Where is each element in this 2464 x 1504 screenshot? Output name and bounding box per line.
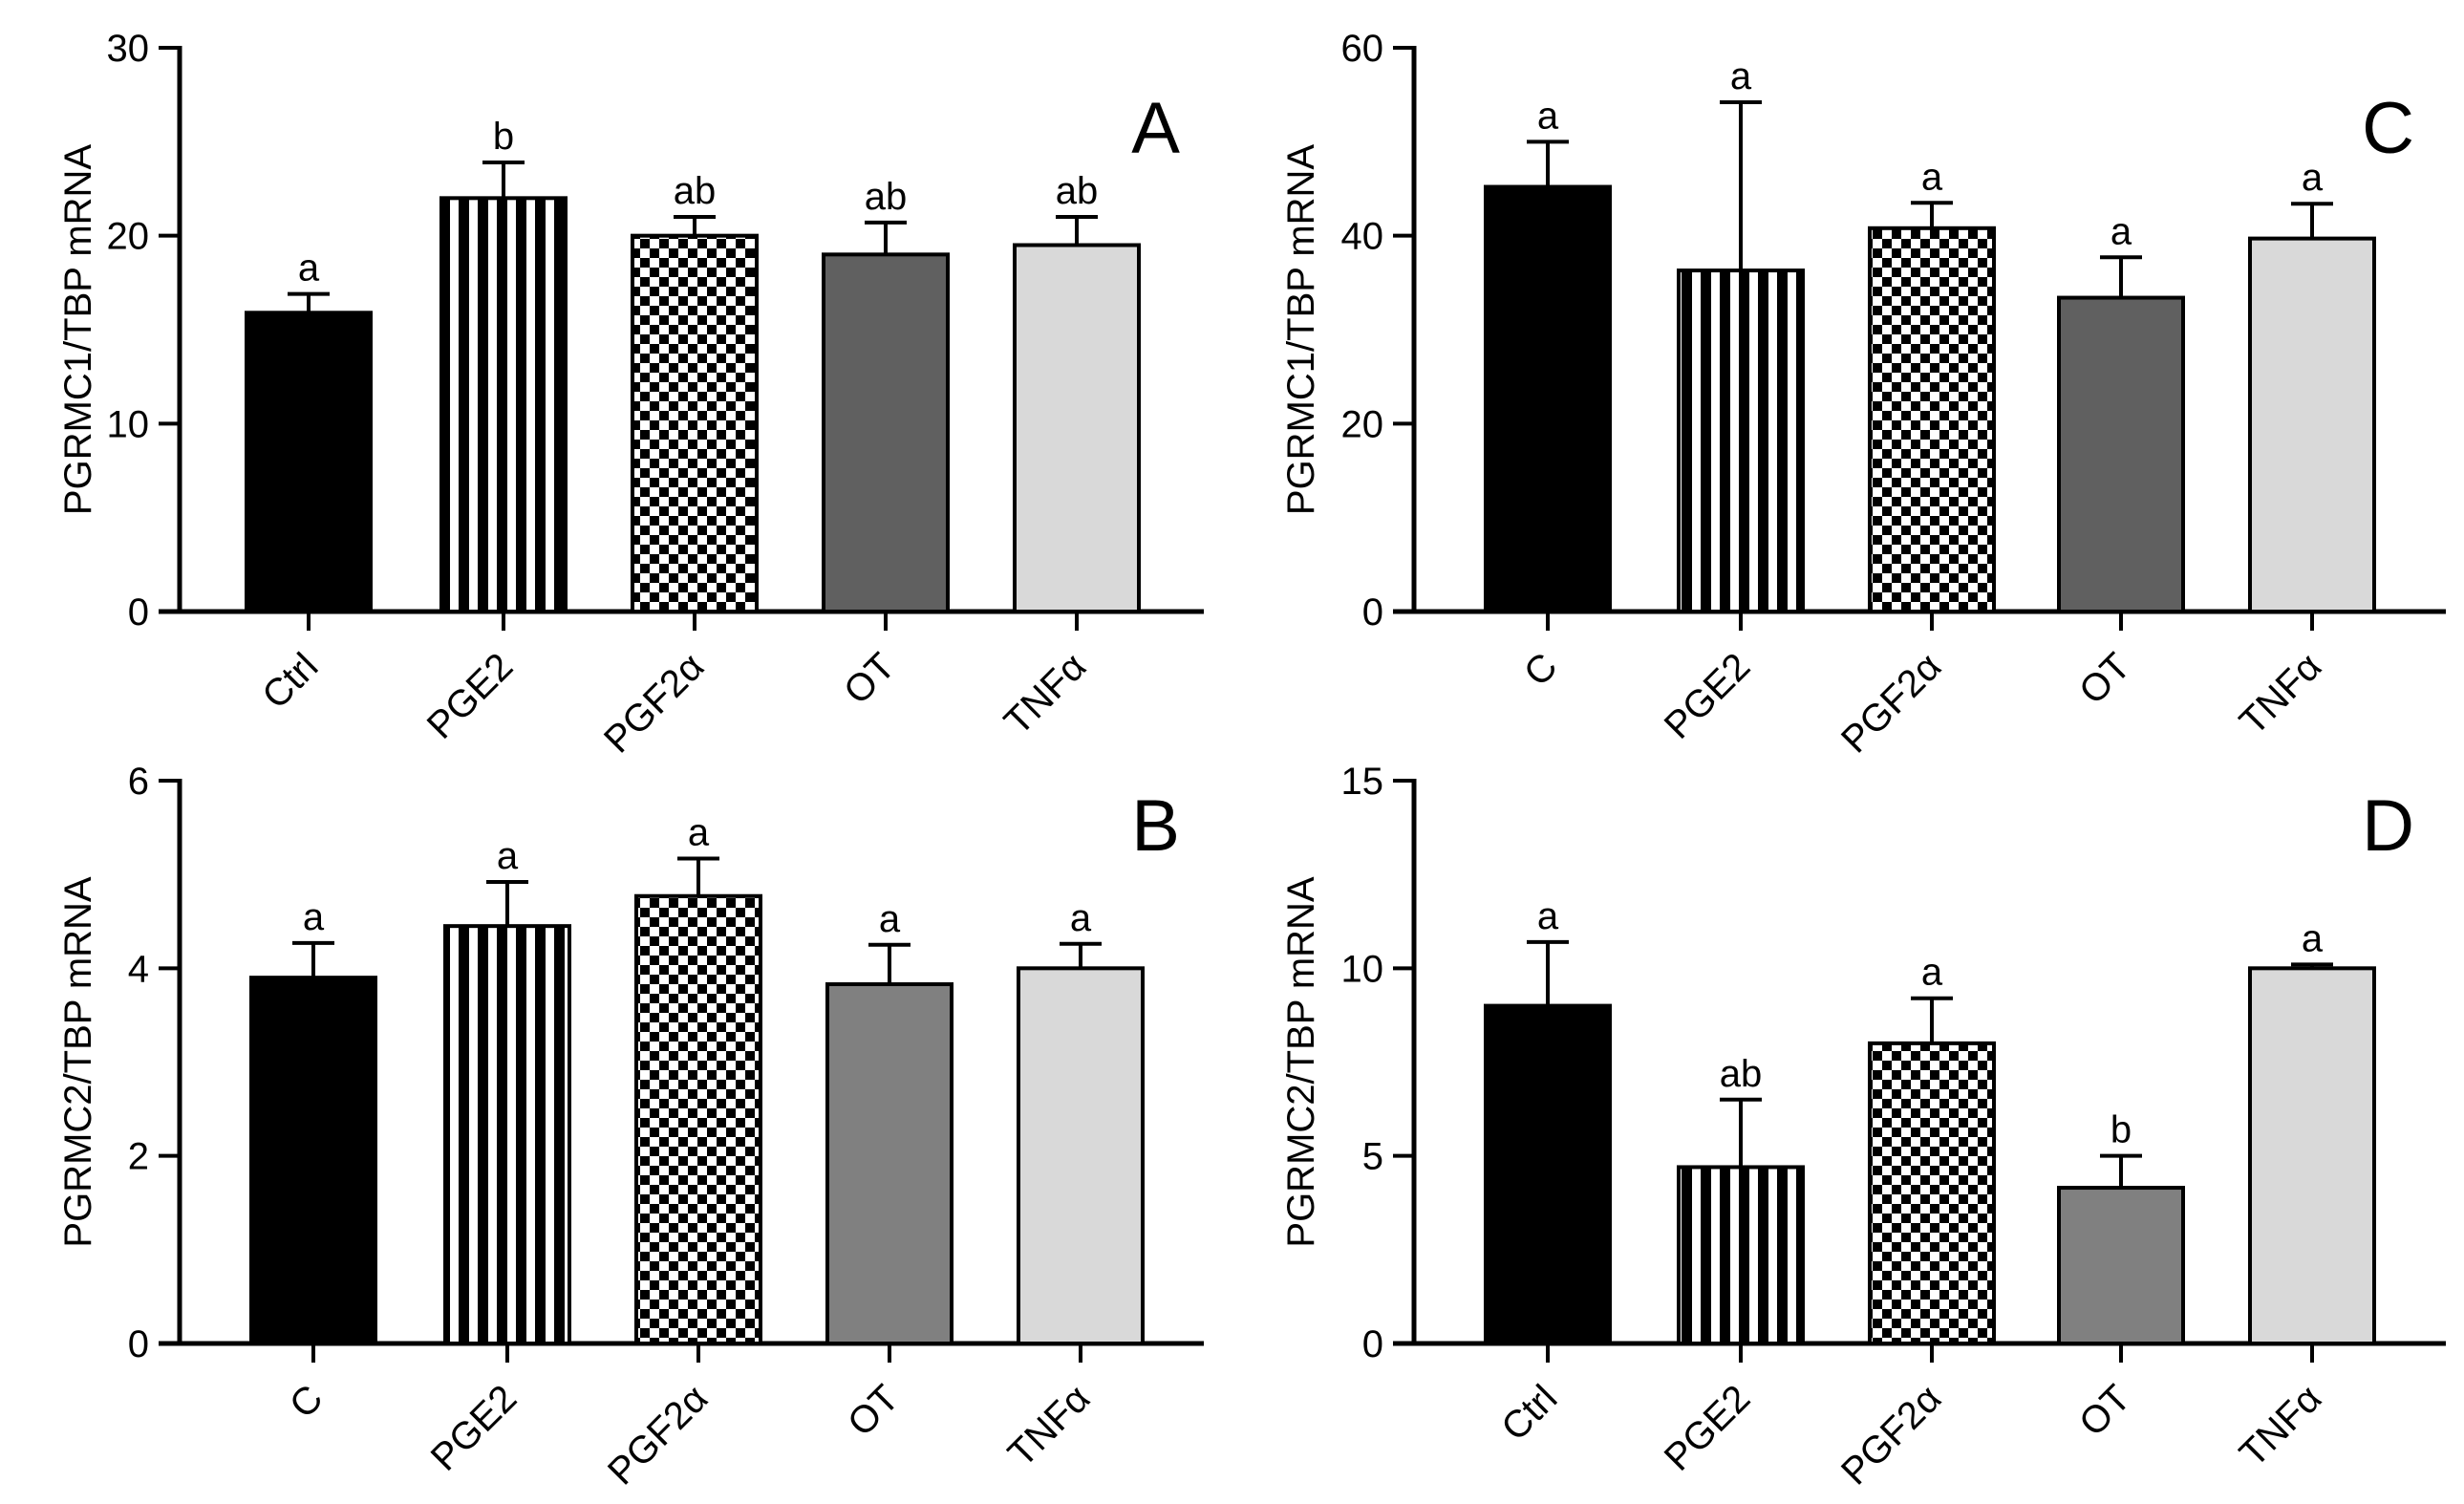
bar-tnf: [2248, 966, 2376, 1345]
y-tick-label: 20: [107, 216, 150, 258]
significance-label: a: [298, 247, 320, 290]
y-tick-label: 0: [128, 1323, 149, 1365]
y-tick-label: 5: [1362, 1136, 1383, 1178]
significance-label: a: [497, 835, 519, 877]
y-tick-label: 30: [107, 28, 150, 70]
bar-pgf2: [1868, 226, 1996, 614]
x-tick-label: TNFα: [1000, 1377, 1098, 1474]
x-tick-label: C: [1516, 645, 1566, 695]
x-tick-label: OT: [836, 645, 903, 712]
x-tick-label: OT: [2071, 645, 2138, 712]
panel-letter: B: [1131, 785, 1180, 867]
bar-pge2: [443, 924, 571, 1345]
x-tick-label: PGF2α: [1833, 1377, 1949, 1493]
panel-a: 0 10 20 30 PGRMC1/TBP mRNA Aa Ctrl b PGE2 ab PGF2α…: [57, 28, 1204, 762]
bar-pgf2: [634, 893, 762, 1345]
x-tick-label: PGE2: [419, 645, 522, 747]
x-tick-label: TNFα: [2232, 645, 2329, 742]
x-tick-label: PGE2: [1657, 1377, 1759, 1479]
bar-pge2: [1677, 1165, 1805, 1345]
y-tick-label: 40: [1341, 216, 1384, 258]
bar-ot: [2057, 1186, 2185, 1345]
panel-letter: A: [1131, 88, 1180, 169]
significance-label: a: [688, 811, 710, 853]
significance-label: b: [493, 116, 514, 158]
significance-label: a: [1537, 895, 1559, 937]
significance-label: ab: [674, 170, 717, 212]
x-tick-label: Ctrl: [254, 645, 326, 717]
significance-label: ab: [1720, 1053, 1763, 1095]
y-tick-label: 0: [1362, 591, 1383, 634]
y-tick-label: 4: [128, 948, 149, 990]
significance-label: ab: [865, 176, 908, 218]
y-tick-label: 10: [107, 403, 150, 445]
bar-ctrl: [245, 311, 373, 613]
x-tick-label: OT: [2071, 1377, 2138, 1444]
bar-ot: [2057, 295, 2185, 613]
y-axis-label: PGRMC1/TBP mRNA: [1280, 144, 1322, 516]
significance-label: a: [2302, 157, 2324, 199]
significance-label: a: [1921, 156, 1943, 198]
y-tick-label: 15: [1341, 761, 1384, 803]
x-tick-label: PGE2: [423, 1377, 525, 1479]
bar-c: [249, 976, 377, 1346]
panel-letter: D: [2362, 785, 2414, 867]
bar-pgf2: [631, 233, 759, 614]
significance-label: b: [2110, 1109, 2132, 1151]
panel-letter: C: [2362, 88, 2414, 169]
x-tick-label: PGF2α: [596, 645, 712, 761]
significance-label: a: [1070, 897, 1092, 939]
x-tick-label: C: [282, 1377, 332, 1427]
x-tick-label: Ctrl: [1493, 1377, 1565, 1449]
x-tick-label: PGE2: [1657, 645, 1759, 747]
y-tick-label: 20: [1341, 403, 1384, 445]
bar-tnf: [1013, 243, 1141, 613]
y-tick-label: 2: [128, 1136, 149, 1178]
panel-b: 0 2 4 6 PGRMC2/TBP mRNA Ba Ca PGE2 a PGF2α a OT a TNF…: [57, 761, 1204, 1493]
x-tick-label: TNFα: [996, 645, 1094, 742]
significance-label: a: [879, 898, 901, 940]
y-tick-label: 0: [128, 591, 149, 634]
x-tick-label: OT: [840, 1377, 907, 1444]
significance-label: a: [1921, 952, 1943, 994]
bar-ot: [825, 982, 953, 1345]
bar-pge2: [439, 196, 568, 613]
bar-tnf: [1017, 966, 1145, 1345]
bar-tnf: [2248, 236, 2376, 613]
significance-label: a: [2302, 917, 2324, 959]
y-tick-label: 60: [1341, 28, 1384, 70]
x-tick-label: TNFα: [2232, 1377, 2329, 1474]
bar-ot: [822, 252, 950, 613]
bar-c: [1484, 184, 1612, 614]
significance-label: a: [1537, 95, 1559, 137]
significance-label: a: [2110, 210, 2132, 252]
y-axis-label: PGRMC2/TBP mRNA: [57, 876, 99, 1248]
x-tick-label: PGF2α: [1833, 645, 1949, 761]
y-axis-label: PGRMC2/TBP mRNA: [1280, 876, 1322, 1248]
panel-d: 0 5 10 15 PGRMC2/TBP mRNA Da Ctrl ab PGE2 a PGF2α b…: [1280, 761, 2446, 1493]
y-tick-label: 0: [1362, 1323, 1383, 1365]
y-axis-label: PGRMC1/TBP mRNA: [57, 144, 99, 516]
x-tick-label: PGF2α: [600, 1377, 716, 1493]
significance-label: a: [303, 896, 325, 938]
bar-pgf2: [1868, 1041, 1996, 1346]
significance-label: ab: [1056, 170, 1099, 212]
bar-pge2: [1677, 269, 1805, 613]
y-tick-label: 10: [1341, 948, 1384, 990]
bar-ctrl: [1484, 1003, 1612, 1345]
significance-label: a: [1730, 55, 1752, 97]
y-tick-label: 6: [128, 761, 149, 803]
